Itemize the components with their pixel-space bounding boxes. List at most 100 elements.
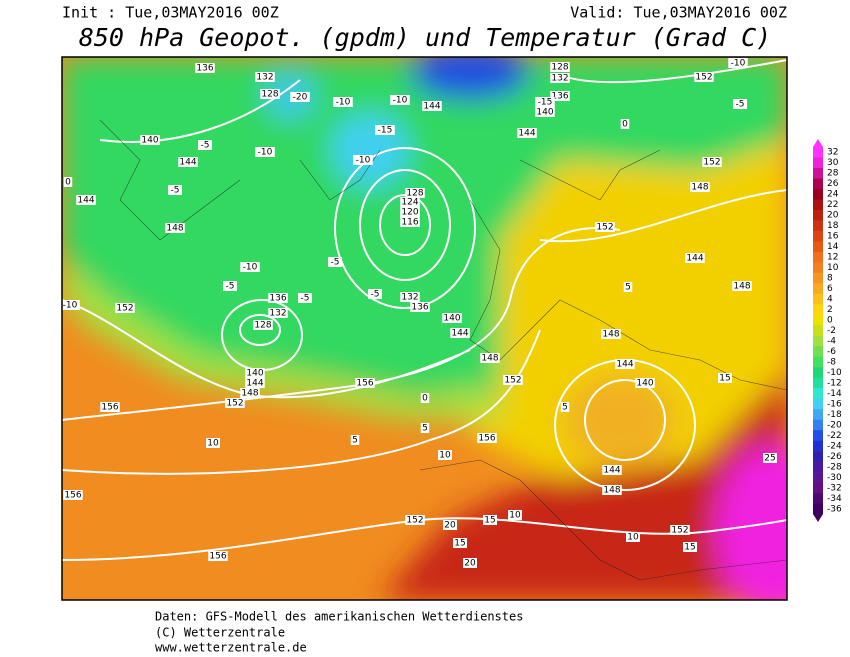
contour-label-bg [595,222,615,232]
contour-label-bg [405,188,425,198]
contour-label-bg [718,373,732,383]
contour-label: 144 [616,360,633,370]
contour-label-bg [763,453,777,463]
contour-label: 140 [141,136,158,146]
contour-label-bg [550,62,570,72]
contour-label-bg [390,95,410,105]
contour-label: 144 [603,466,620,476]
contour-label-bg [626,532,640,542]
contour-label: 144 [179,158,196,168]
colorbar-label: 20 [827,211,839,221]
contour-label: 144 [686,254,703,264]
contour-label-bg [670,525,690,535]
contour-label: -5 [201,141,210,151]
contour-label-bg [62,300,80,310]
contour-label-bg [620,119,630,129]
contour-label: -10 [63,301,78,311]
init-time: Init : Tue,03MAY2016 00Z [62,4,279,22]
contour-label-bg [438,450,452,460]
contour-label: 144 [451,329,468,339]
colorbar-swatch [813,251,823,263]
contour-label-bg [240,388,260,398]
contour-label-bg [400,292,420,302]
colorbar-label: -28 [827,462,842,472]
contour-label-bg [400,207,420,217]
contour-label-bg [690,182,710,192]
footer-line: (C) Wetterzentrale [155,626,285,640]
contour-label-bg [328,257,342,267]
contour-label-bg [355,378,375,388]
contour-label-bg [560,402,570,412]
colorbar-arrow-bottom [813,514,823,522]
colorbar-swatch [813,461,823,473]
contour-label-bg [463,558,477,568]
contour-label: 140 [536,108,553,118]
contour-label-bg [508,510,522,520]
contour-label-bg [253,320,273,330]
contour-label-bg [255,147,275,157]
colorbar-label: -24 [827,441,842,451]
colorbar-label: 28 [827,169,839,179]
contour-label-bg [732,281,752,291]
colorbar-arrow-top [813,139,823,147]
colorbar-swatch [813,440,823,452]
contour-label-bg [410,302,430,312]
contour-label-bg [442,313,462,323]
map-title: 850 hPa Geopot. (gpdm) und Temperatur (G… [79,23,771,52]
contour-label-bg [702,157,722,167]
colorbar-swatch [813,178,823,190]
contour-label-bg [694,72,714,82]
contour-label: -10 [258,148,273,158]
colorbar-swatch [813,493,823,504]
contour-label: 15 [719,374,730,384]
colorbar-swatch [813,167,823,179]
colorbar-label: -32 [827,483,842,493]
contour-label-bg [517,128,537,138]
contour-label-bg [208,551,228,561]
contour-label-bg [268,308,288,318]
contour-label: 140 [443,314,460,324]
contour-label-bg [115,303,135,313]
colorbar-swatch [813,419,823,431]
contour-label: -10 [336,98,351,108]
map-frame [61,56,788,601]
contour-label: 148 [733,282,750,292]
colorbar-label: 2 [827,305,833,315]
contour-label: 148 [241,389,258,399]
colorbar-swatch [813,230,823,242]
contour-label-bg [422,101,442,111]
contour-label-bg [223,281,237,291]
contour-label-bg [375,125,395,135]
contour-label: 5 [625,283,631,293]
colorbar-swatch [813,451,823,462]
colorbar-label: -20 [827,420,842,430]
contour-label: 148 [603,486,620,496]
colorbar-label: 30 [827,158,839,168]
colorbar-label: -34 [827,494,842,504]
colorbar-label: -22 [827,431,842,441]
contour-label-bg [405,515,425,525]
contour-label: 152 [596,223,613,233]
contour-label: 156 [101,403,118,413]
contour-label-bg [480,353,500,363]
colorbar-label: -14 [827,389,842,399]
colorbar-label: 4 [827,295,833,305]
contour-label: 20 [444,521,456,531]
contour-label: 15 [454,539,465,549]
colorbar-label: 18 [827,221,839,231]
contour-label: 10 [509,511,521,521]
contour-label: -5 [226,282,235,292]
contour-label-bg [683,542,697,552]
contour-label: 5 [562,403,568,413]
contour-label: -10 [393,96,408,106]
contour-label-bg [728,58,748,68]
contour-label-bg [601,329,621,339]
contour-label: 10 [439,451,451,461]
contour-label: 0 [422,394,428,404]
colorbar-label: -26 [827,452,842,462]
colorbar-swatch [813,188,823,200]
contour-label: 152 [504,376,521,386]
colorbar-swatch [813,304,823,316]
colorbar-swatch [813,283,823,295]
contour-label: 144 [518,129,535,139]
